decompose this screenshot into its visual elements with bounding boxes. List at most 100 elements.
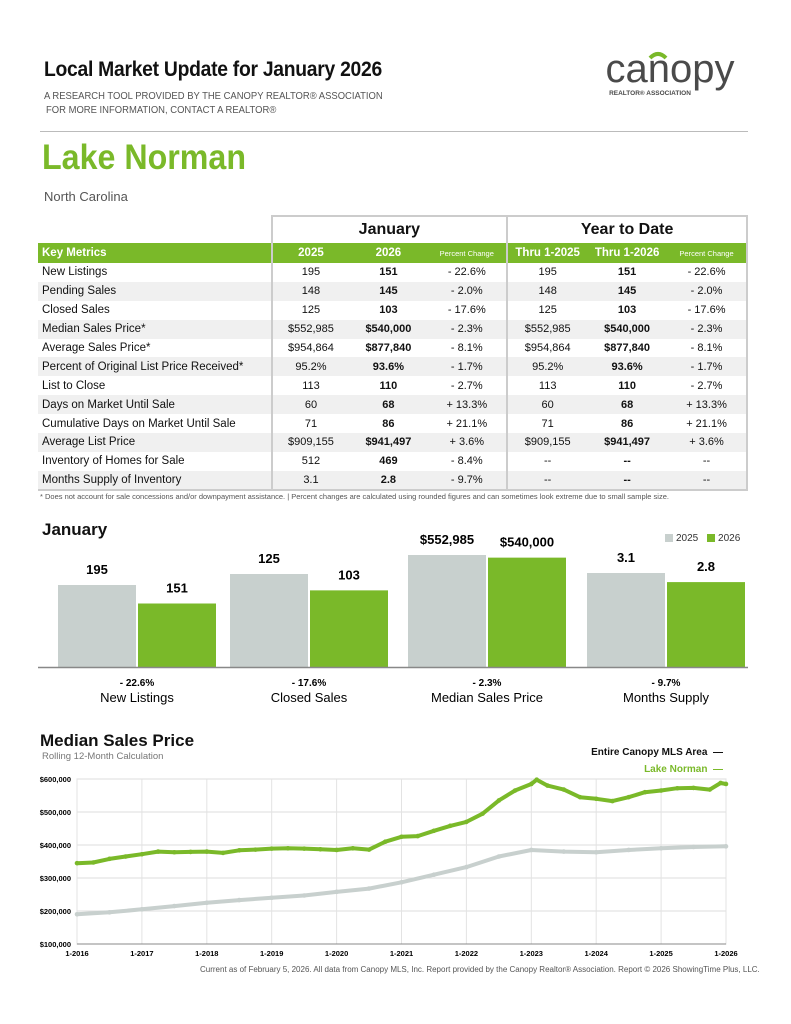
percent-change-label: - 17.6%	[292, 678, 327, 689]
metric-value: $954,864	[506, 338, 588, 358]
table-row: Percent of Original List Price Received*…	[38, 357, 748, 377]
x-tick-label: 1-2022	[455, 949, 478, 958]
category-label: New Listings	[100, 690, 174, 705]
data-point	[172, 903, 177, 909]
data-point	[512, 788, 518, 793]
x-tick-label: 1-2023	[520, 949, 543, 958]
svg-text:canopy: canopy	[606, 48, 735, 91]
metric-value: 113	[506, 376, 588, 396]
table-row: Pending Sales 148 145- 2.0% 148 145- 2.0%	[38, 281, 748, 301]
data-point	[593, 849, 599, 855]
data-point	[139, 851, 145, 857]
data-point	[334, 847, 339, 853]
data-point	[382, 839, 388, 844]
y-tick-label: $600,000	[40, 775, 71, 784]
data-point	[204, 849, 210, 854]
metric-value: + 13.3%	[427, 395, 508, 415]
canopy-logo: canopy REALTOR® ASSOCIATION	[606, 48, 735, 97]
data-point	[318, 846, 323, 852]
metric-label: Days on Market Until Sale	[38, 395, 272, 415]
y-tick-label: $100,000	[40, 940, 71, 949]
data-point	[107, 910, 112, 915]
metric-value: 60	[270, 395, 350, 415]
x-tick-label: 1-2026	[714, 949, 737, 958]
data-point	[610, 798, 615, 804]
metric-value: $954,864	[270, 338, 350, 358]
area-state: North Carolina	[44, 189, 128, 204]
column-header: Percent Change	[427, 243, 508, 263]
bar-value-label: 103	[338, 567, 360, 582]
metric-value: 151	[617, 266, 637, 279]
svg-text:REALTOR® ASSOCIATION: REALTOR® ASSOCIATION	[609, 89, 691, 97]
metric-value: - 22.6%	[667, 263, 748, 282]
metric-value: 3.1	[270, 470, 350, 491]
data-point	[285, 846, 291, 851]
metric-value: - 8.1%	[667, 338, 748, 358]
table-row: Cumulative Days on Market Until Sale 71 86…	[38, 414, 748, 434]
metric-value: --	[667, 470, 748, 491]
metric-value: - 9.7%	[427, 470, 508, 491]
data-point	[301, 846, 307, 851]
metric-value: 145	[349, 281, 428, 301]
bar-2025	[587, 573, 665, 667]
line-legend: Entire Canopy MLS Area — Lake Norman —	[591, 744, 723, 778]
bar-2025	[230, 574, 308, 667]
metric-value: 95.2%	[506, 357, 588, 377]
bar-value-label: $540,000	[500, 535, 554, 550]
table-row: Closed Sales 125 103 - 17.6% 125 103 - 17.6%	[38, 300, 748, 320]
metric-value: - 2.0%	[427, 281, 508, 301]
metric-value: --	[667, 451, 748, 471]
bar-2026	[667, 582, 745, 667]
data-point	[74, 860, 80, 866]
data-point	[236, 847, 242, 853]
data-point	[593, 796, 599, 802]
metric-value: 71	[506, 414, 588, 434]
contact-note: FOR MORE INFORMATION, CONTACT A REALTOR®	[46, 104, 277, 116]
metric-value: 95.2%	[270, 357, 350, 377]
metric-value: 110	[618, 379, 636, 392]
category-label: Median Sales Price	[431, 690, 543, 705]
footnote: * Does not account for sale concessions …	[40, 492, 669, 501]
line-chart: $100,000 $200,000 $300,000 $400,000 $500,000…	[40, 775, 738, 958]
x-tick-label: 1-2019	[260, 949, 283, 958]
metric-value: --	[506, 470, 588, 491]
metric-value: 93.6%	[349, 357, 428, 377]
metric-label: Inventory of Homes for Sale	[42, 455, 185, 468]
data-point	[139, 907, 145, 912]
data-point	[220, 850, 226, 856]
column-header: 2026	[349, 243, 428, 263]
metric-value: 195	[270, 263, 350, 282]
metric-label: List to Close	[42, 379, 106, 392]
metric-value: 148	[506, 281, 588, 301]
data-point	[545, 783, 550, 788]
data-point	[626, 847, 631, 853]
metric-value: 469	[379, 455, 398, 468]
metric-value: 195	[506, 263, 588, 282]
metric-value: 113	[270, 376, 350, 396]
data-point	[529, 781, 534, 787]
metric-label: Pending Sales	[38, 281, 272, 301]
data-point	[123, 854, 128, 859]
metric-value: $877,840	[365, 342, 412, 354]
metric-value: 148	[270, 281, 350, 301]
data-point	[269, 895, 275, 901]
metric-value: 71	[270, 414, 350, 434]
data-point	[464, 864, 469, 870]
metric-value: 68	[349, 395, 428, 415]
data-point	[399, 879, 404, 885]
line-chart-title: Median Sales Price	[40, 731, 195, 750]
data-point	[642, 789, 648, 795]
table-row: New Listings 195 151 - 22.6% 195 151 - 22.6%	[38, 263, 748, 282]
data-point	[561, 787, 567, 792]
data-point	[561, 849, 567, 854]
area-name: Lake Norman	[42, 138, 247, 177]
data-point	[334, 889, 339, 895]
bar-value-label: 3.1	[617, 550, 635, 565]
data-point	[658, 788, 664, 793]
legend-swatch-2025	[665, 534, 673, 542]
data-point	[188, 849, 193, 855]
metric-value: $552,985	[270, 319, 350, 339]
data-point	[415, 833, 421, 839]
metric-value: 125	[506, 300, 588, 320]
column-header: Key Metrics	[38, 243, 272, 263]
